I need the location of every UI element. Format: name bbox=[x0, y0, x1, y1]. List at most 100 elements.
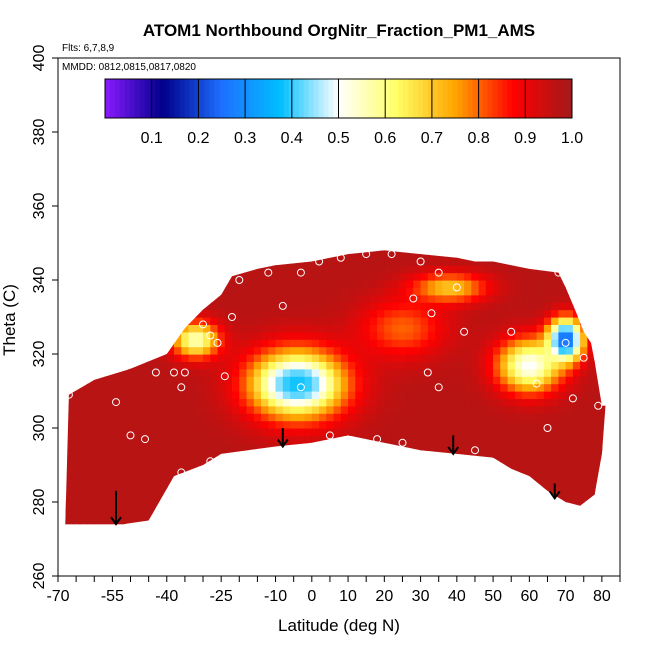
heatmap-cell bbox=[188, 302, 197, 311]
heatmap-cell bbox=[159, 450, 168, 459]
heatmap-cell bbox=[72, 250, 81, 259]
heatmap-cell bbox=[65, 391, 74, 399]
heatmap-cell bbox=[485, 457, 494, 466]
heatmap-cell bbox=[159, 339, 168, 348]
heatmap-cell bbox=[471, 346, 480, 355]
heatmap-cell bbox=[333, 494, 342, 503]
heatmap-cell bbox=[398, 465, 407, 473]
heatmap-cell bbox=[493, 265, 501, 274]
heatmap-cell bbox=[333, 472, 342, 481]
heatmap-cell bbox=[587, 317, 596, 325]
heatmap-cell bbox=[558, 302, 567, 311]
heatmap-cell bbox=[79, 509, 88, 518]
heatmap-cell bbox=[348, 516, 356, 525]
heatmap-cell bbox=[587, 494, 596, 503]
heatmap-cell bbox=[217, 509, 226, 518]
heatmap-cell bbox=[275, 516, 284, 525]
heatmap-cell bbox=[174, 339, 182, 348]
heatmap-cell bbox=[601, 479, 606, 488]
heatmap-cell bbox=[427, 376, 436, 385]
heatmap-cell bbox=[268, 309, 277, 318]
heatmap-cell bbox=[224, 442, 233, 451]
heatmap-cell bbox=[311, 354, 320, 362]
heatmap-cell bbox=[435, 413, 443, 422]
heatmap-cell bbox=[485, 398, 494, 407]
heatmap-cell bbox=[384, 376, 393, 385]
heatmap-cell bbox=[514, 272, 523, 281]
heatmap-cell bbox=[478, 391, 487, 399]
heatmap-cell bbox=[195, 398, 204, 407]
heatmap-cell bbox=[239, 250, 248, 251]
heatmap-cell bbox=[268, 250, 277, 251]
heatmap-cell bbox=[442, 257, 451, 266]
heatmap-cell bbox=[137, 465, 146, 473]
heatmap-cell bbox=[253, 287, 262, 296]
heatmap-cell bbox=[188, 331, 197, 340]
heatmap-cell bbox=[464, 250, 472, 251]
heatmap-cell bbox=[290, 457, 298, 466]
colorbar-segment bbox=[308, 79, 315, 118]
heatmap-cell bbox=[420, 428, 429, 436]
heatmap-cell bbox=[166, 302, 175, 311]
heatmap-cell bbox=[391, 331, 400, 340]
heatmap-cell bbox=[275, 420, 284, 429]
heatmap-cell bbox=[601, 339, 606, 348]
heatmap-cell bbox=[391, 361, 400, 370]
heatmap-cell bbox=[565, 472, 574, 481]
heatmap-cell bbox=[522, 294, 530, 303]
heatmap-cell bbox=[326, 524, 334, 532]
heatmap-cell bbox=[427, 516, 436, 525]
heatmap-cell bbox=[427, 420, 436, 429]
heatmap-cell bbox=[72, 302, 81, 311]
heatmap-cell bbox=[529, 457, 538, 466]
heatmap-cell bbox=[507, 405, 516, 414]
heatmap-cell bbox=[377, 524, 385, 532]
x-tick-label: 50 bbox=[484, 588, 502, 605]
heatmap-cell bbox=[181, 257, 190, 266]
heatmap-cell bbox=[572, 376, 581, 385]
heatmap-cell bbox=[514, 405, 523, 414]
heatmap-cell bbox=[369, 302, 378, 311]
heatmap-cell bbox=[348, 502, 356, 510]
heatmap-cell bbox=[239, 354, 248, 362]
heatmap-cell bbox=[217, 487, 226, 496]
heatmap-cell bbox=[210, 302, 219, 311]
heatmap-cell bbox=[268, 339, 277, 348]
colorbar-segment bbox=[413, 79, 419, 118]
heatmap-cell bbox=[442, 383, 451, 392]
heatmap-cell bbox=[166, 465, 175, 473]
heatmap-cell bbox=[311, 361, 320, 370]
heatmap-cell bbox=[108, 479, 117, 488]
heatmap-cell bbox=[203, 265, 211, 274]
heatmap-cell bbox=[456, 257, 465, 266]
heatmap-cell bbox=[587, 302, 596, 311]
heatmap-cell bbox=[145, 346, 153, 355]
heatmap-cell bbox=[210, 405, 219, 414]
heatmap-cell bbox=[210, 524, 218, 532]
heatmap-cell bbox=[601, 494, 606, 503]
heatmap-cell bbox=[65, 272, 74, 281]
heatmap-cell bbox=[101, 331, 110, 340]
heatmap-cell bbox=[565, 435, 574, 444]
heatmap-cell bbox=[362, 324, 371, 333]
heatmap-cell bbox=[108, 435, 117, 444]
heatmap-cell bbox=[601, 435, 606, 444]
heatmap-cell bbox=[587, 524, 595, 532]
heatmap-cell bbox=[420, 383, 429, 392]
heatmap-cell bbox=[536, 324, 545, 333]
heatmap-cell bbox=[311, 309, 320, 318]
heatmap-cell bbox=[181, 516, 190, 525]
heatmap-cell bbox=[232, 250, 240, 259]
heatmap-cell bbox=[130, 383, 139, 392]
heatmap-cell bbox=[275, 331, 284, 340]
heatmap-cell bbox=[195, 428, 204, 436]
heatmap-cell bbox=[500, 257, 509, 266]
heatmap-cell bbox=[507, 309, 516, 318]
heatmap-cell bbox=[601, 465, 606, 473]
heatmap-cell bbox=[261, 331, 269, 340]
heatmap-cell bbox=[427, 265, 436, 274]
heatmap-cell bbox=[224, 294, 233, 303]
heatmap-cell bbox=[478, 398, 487, 407]
heatmap-cell bbox=[333, 383, 342, 392]
heatmap-cell bbox=[72, 398, 81, 407]
